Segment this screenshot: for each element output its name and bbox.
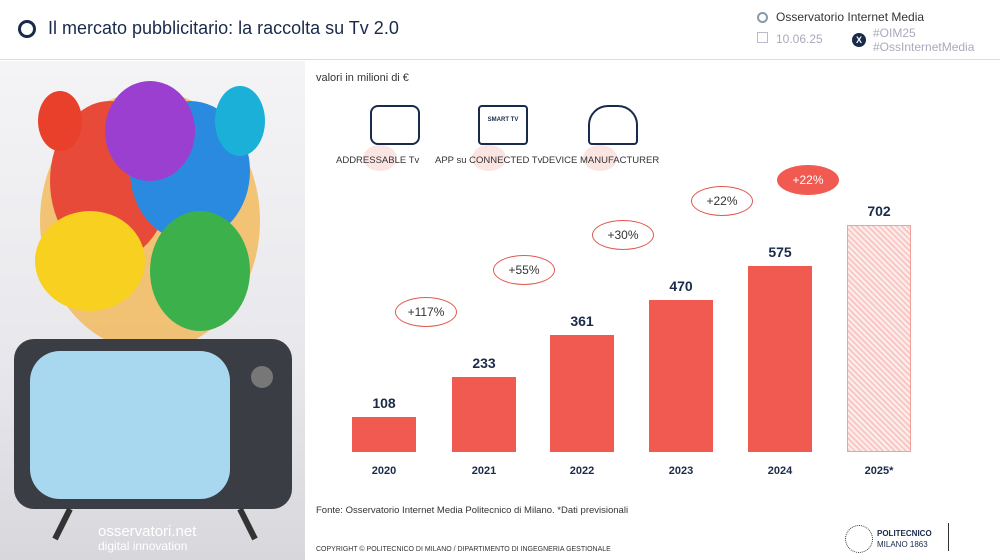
bar-2022 xyxy=(550,335,614,452)
hardhat-gear-icon xyxy=(588,105,638,145)
x-tick-label: 2023 xyxy=(668,465,694,477)
accent-dot xyxy=(363,145,397,171)
video-camera-icon xyxy=(370,105,420,145)
x-tick-label: 2021 xyxy=(471,465,497,477)
growth-badge: +117% xyxy=(395,296,457,327)
brand-name: osservatori.net xyxy=(98,523,197,540)
x-tick-label: 2020 xyxy=(371,465,397,477)
illustration-svg xyxy=(14,81,292,541)
date: 10.06.25 xyxy=(776,32,823,46)
brand-sub: digital innovation xyxy=(98,539,188,553)
hashtag: #OssInternetMedia xyxy=(873,40,975,54)
copyright: COPYRIGHT © POLITECNICO DI MILANO / DIPA… xyxy=(316,546,611,553)
bar-2024 xyxy=(748,266,812,452)
value-label: 702 xyxy=(867,202,891,219)
bar-2021 xyxy=(452,376,516,452)
category-label: ADDRESSABLE Tv xyxy=(336,155,420,166)
x-tick-label: 2025* xyxy=(864,465,894,477)
poli-sub: MILANO 1863 xyxy=(877,540,928,549)
hashtag: #OIM25 xyxy=(873,26,916,40)
accent-dot xyxy=(583,145,617,171)
x-tick-label: 2022 xyxy=(569,465,595,477)
category-label: APP su CONNECTED Tv xyxy=(435,155,543,166)
hashtags: #OIM25 #OssInternetMedia xyxy=(873,26,974,54)
source-note: Fonte: Osservatorio Internet Media Polit… xyxy=(316,505,629,516)
growth-badge: +30% xyxy=(592,219,654,250)
category-label: DEVICE MANUFACTURER xyxy=(542,155,660,166)
chat-icon xyxy=(757,12,768,23)
accent-dot xyxy=(472,145,506,171)
smart-tv-icon: SMART TV xyxy=(478,105,528,145)
growth-badge: +22% xyxy=(777,165,839,195)
value-label: 233 xyxy=(472,354,496,371)
growth-badge: +55% xyxy=(493,255,555,286)
value-label: 361 xyxy=(570,313,594,330)
x-tick-label: 2024 xyxy=(767,465,793,477)
growth-badge: +22% xyxy=(691,186,753,216)
value-label: 470 xyxy=(669,277,693,294)
page-title: Il mercato pubblicitario: la raccolta su… xyxy=(48,18,399,38)
value-label: 575 xyxy=(768,244,792,260)
header: Il mercato pubblicitario: la raccolta su… xyxy=(0,0,1000,60)
tv-splash-illustration: osservatori.net digital innovation xyxy=(0,61,305,560)
magnifier-logo-icon xyxy=(18,20,36,38)
bar-2023 xyxy=(649,299,713,452)
divider xyxy=(948,523,949,551)
politecnico-seal-icon xyxy=(845,525,873,553)
poli-name: POLITECNICO xyxy=(877,529,932,538)
politecnico-logo: POLITECNICO MILANO 1863 xyxy=(877,528,932,550)
org-name: Osservatorio Internet Media xyxy=(776,10,925,24)
unit-label: valori in milioni di € xyxy=(316,72,409,84)
bar-2020 xyxy=(352,417,416,452)
x-icon: X xyxy=(852,33,866,47)
calendar-icon xyxy=(757,32,768,43)
value-label: 108 xyxy=(372,395,396,412)
bar-2025* xyxy=(847,224,911,452)
